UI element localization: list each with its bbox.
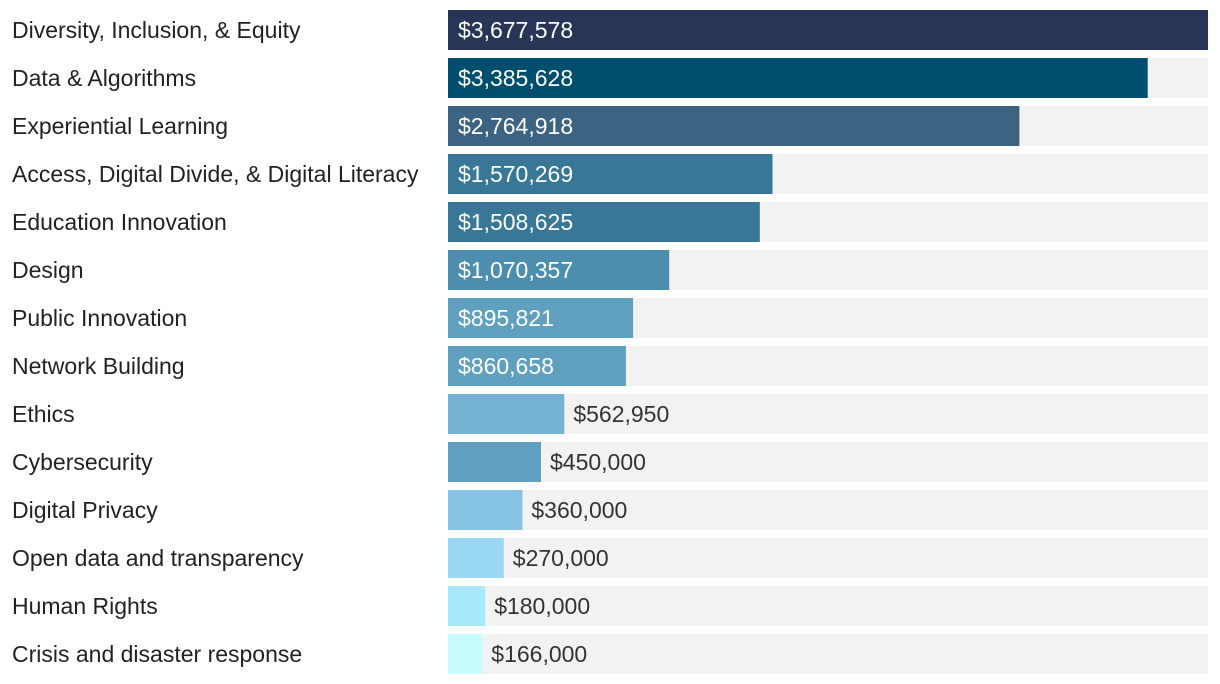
data-label: $180,000 [494, 593, 590, 619]
category-label: Experiential Learning [12, 113, 228, 139]
data-label: $1,070,357 [458, 257, 573, 283]
data-label: $270,000 [513, 545, 609, 571]
data-label: $1,570,269 [458, 161, 573, 187]
bar [448, 346, 626, 386]
data-label: $166,000 [491, 641, 587, 667]
bar [448, 250, 670, 290]
bar-track [448, 586, 1208, 626]
category-label: Digital Privacy [12, 497, 158, 523]
bar [448, 394, 565, 434]
bar [448, 106, 1020, 146]
bar [448, 154, 773, 194]
bar [448, 298, 634, 338]
bar [448, 586, 486, 626]
category-label: Ethics [12, 401, 75, 427]
bar [448, 10, 1208, 50]
bar-track [448, 442, 1208, 482]
data-label: $860,658 [458, 353, 554, 379]
bar [448, 634, 483, 674]
category-label: Crisis and disaster response [12, 641, 302, 667]
data-label: $360,000 [531, 497, 627, 523]
category-label: Education Innovation [12, 209, 227, 235]
bar-track [448, 634, 1208, 674]
data-label: $562,950 [573, 401, 669, 427]
bar-track [448, 490, 1208, 530]
data-label: $3,385,628 [458, 65, 573, 91]
category-label: Access, Digital Divide, & Digital Litera… [12, 161, 419, 187]
bar [448, 490, 523, 530]
data-label: $450,000 [550, 449, 646, 475]
category-label: Cybersecurity [12, 449, 153, 475]
data-label: $1,508,625 [458, 209, 573, 235]
category-label: Diversity, Inclusion, & Equity [12, 17, 301, 43]
data-label: $3,677,578 [458, 17, 573, 43]
category-label: Design [12, 257, 84, 283]
bar-track [448, 394, 1208, 434]
bar [448, 202, 760, 242]
bar-track [448, 538, 1208, 578]
category-label: Network Building [12, 353, 185, 379]
data-label: $2,764,918 [458, 113, 573, 139]
bar [448, 442, 541, 482]
bar [448, 58, 1148, 98]
bar [448, 538, 504, 578]
category-label: Public Innovation [12, 305, 187, 331]
category-label: Human Rights [12, 593, 158, 619]
category-label: Open data and transparency [12, 545, 304, 571]
category-label: Data & Algorithms [12, 65, 196, 91]
data-label: $895,821 [458, 305, 554, 331]
